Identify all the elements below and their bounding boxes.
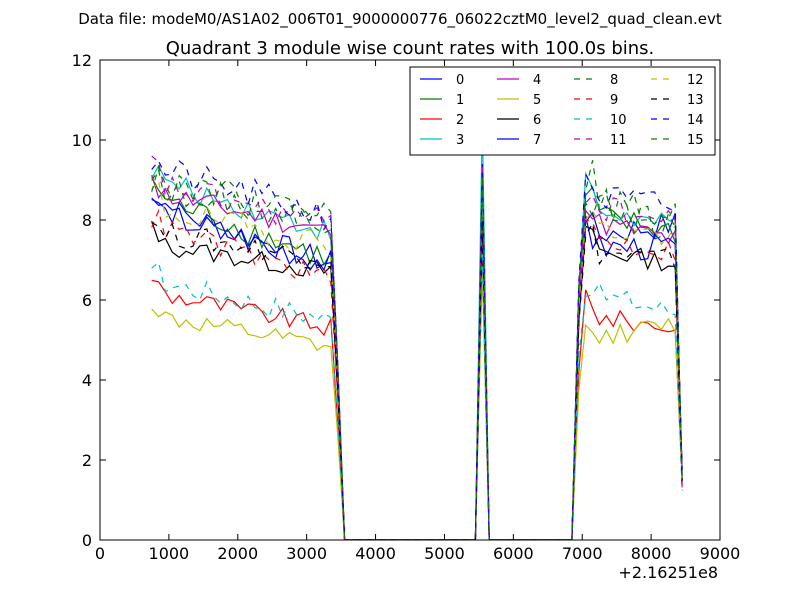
series-line-8 (151, 160, 683, 540)
series-line-3 (151, 119, 683, 540)
x-tick-label: 7000 (562, 544, 603, 563)
legend-label: 13 (687, 93, 704, 108)
series-line-2 (151, 247, 683, 540)
x-tick-label: 6000 (493, 544, 534, 563)
legend-label: 12 (687, 73, 704, 88)
chart-title: Quadrant 3 module wise count rates with … (166, 38, 655, 59)
series-line-10 (151, 251, 683, 540)
series-line-9 (151, 208, 683, 540)
x-tick-label: 4000 (355, 544, 396, 563)
series-line-12 (151, 179, 683, 540)
legend-label: 3 (456, 133, 464, 148)
x-tick-label: 5000 (424, 544, 465, 563)
series-line-6 (151, 211, 683, 540)
y-tick-label: 8 (82, 211, 92, 230)
x-tick-label: 0 (95, 544, 105, 563)
series-line-14 (151, 159, 683, 540)
y-tick-label: 6 (82, 291, 92, 310)
legend-box (409, 66, 716, 156)
legend-label: 0 (456, 73, 464, 88)
x-tick-label: 8000 (631, 544, 672, 563)
x-tick-label: 9000 (700, 544, 741, 563)
series-line-1 (151, 176, 683, 540)
series-line-5 (151, 271, 683, 540)
legend-label: 8 (610, 73, 618, 88)
y-tick-label: 4 (82, 371, 92, 390)
series-line-7 (151, 197, 683, 540)
x-tick-label: 2000 (217, 544, 258, 563)
legend-label: 6 (533, 113, 541, 128)
legend-label: 15 (687, 133, 704, 148)
y-tick-label: 2 (82, 451, 92, 470)
legend-label: 2 (456, 113, 464, 128)
legend-label: 9 (610, 93, 618, 108)
data-file-label: Data file: modeM0/AS1A02_006T01_90000007… (78, 10, 722, 29)
legend-label: 11 (610, 133, 627, 148)
y-tick-label: 10 (72, 131, 92, 150)
series-layer (151, 119, 683, 540)
legend-label: 5 (533, 93, 541, 108)
x-tick-label: 1000 (149, 544, 190, 563)
y-tick-label: 12 (72, 51, 92, 70)
series-line-4 (151, 175, 683, 540)
series-line-11 (151, 155, 683, 540)
x-offset-label: +2.16251e8 (618, 563, 718, 582)
series-line-0 (151, 195, 683, 540)
series-line-13 (151, 219, 683, 540)
legend-label: 4 (533, 73, 541, 88)
legend-label: 10 (610, 113, 627, 128)
x-tick-label: 3000 (286, 544, 327, 563)
legend-label: 7 (533, 133, 541, 148)
axis-ticks: 0 1000 2000 3000 4000 5000 6000 7000 8000 9000 0 2 4… (72, 51, 741, 563)
legend-label: 14 (687, 113, 704, 128)
legend-label: 1 (456, 93, 464, 108)
y-tick-label: 0 (82, 531, 92, 550)
